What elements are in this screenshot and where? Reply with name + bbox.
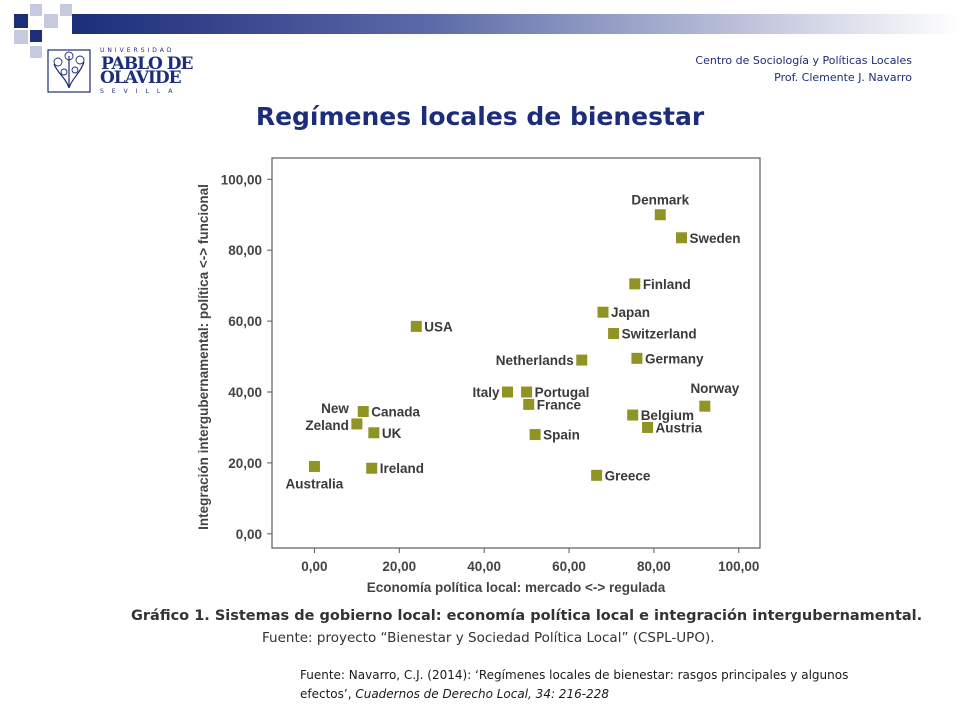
data-point-marker bbox=[608, 328, 620, 339]
figure-caption-source: Fuente: proyecto “Bienestar y Sociedad P… bbox=[262, 630, 715, 646]
data-point-label: Greece bbox=[605, 468, 651, 483]
data-point-label: Japan bbox=[611, 305, 650, 320]
x-axis-label: Economía política local: mercado <-> reg… bbox=[367, 580, 666, 595]
data-point-label: Spain bbox=[543, 428, 580, 443]
source-note-journal: Cuadernos de Derecho Local, 34: 216-228 bbox=[355, 687, 609, 701]
data-point-label: Sweden bbox=[689, 231, 740, 246]
x-tick-label: 20,00 bbox=[382, 559, 416, 574]
data-point-marker bbox=[351, 418, 363, 430]
data-point-marker bbox=[368, 427, 380, 439]
data-point-marker bbox=[627, 409, 639, 421]
logo-name-line2: OLAVIDE bbox=[100, 68, 182, 88]
data-point-marker bbox=[631, 352, 643, 364]
data-point-label: Canada bbox=[371, 405, 420, 420]
data-point-label: Switzerland bbox=[622, 327, 697, 342]
data-point-label: Belgium bbox=[641, 408, 694, 423]
data-point-marker bbox=[642, 421, 654, 433]
data-point-marker bbox=[675, 232, 687, 244]
data-point-marker bbox=[597, 306, 609, 318]
data-point-marker bbox=[576, 354, 588, 366]
data-point-marker bbox=[629, 278, 641, 290]
data-point-label: Netherlands bbox=[496, 353, 574, 368]
logo-bottom-text: SEVILLA bbox=[100, 88, 181, 95]
data-point-marker bbox=[523, 398, 535, 410]
source-note: Fuente: Navarro, C.J. (2014): ‘Regímenes… bbox=[300, 666, 900, 704]
figure-caption-title: Gráfico 1. Sistemas de gobierno local: e… bbox=[131, 608, 923, 624]
x-tick-label: 60,00 bbox=[552, 559, 586, 574]
logo-name-line1: PABLO DE bbox=[101, 54, 193, 74]
data-point-marker bbox=[366, 462, 378, 474]
data-point-marker bbox=[521, 386, 533, 398]
y-tick-label: 40,00 bbox=[228, 385, 262, 400]
data-point-marker bbox=[410, 320, 422, 332]
data-point-marker bbox=[591, 469, 603, 481]
data-point-marker bbox=[529, 429, 541, 441]
y-tick-label: 80,00 bbox=[228, 243, 262, 258]
data-points: Denmark Sweden Finland USA Japan Switzerland N… bbox=[286, 193, 741, 492]
data-point-marker bbox=[308, 460, 320, 472]
data-point-label: New Zeland bbox=[305, 401, 349, 433]
org-name: Centro de Sociología y Políticas Locales bbox=[695, 54, 912, 67]
header-gradient-bar bbox=[72, 14, 960, 34]
data-point-label: Denmark bbox=[631, 193, 689, 208]
data-point-marker bbox=[654, 209, 666, 221]
data-point-marker bbox=[357, 406, 369, 417]
y-tick-label: 60,00 bbox=[228, 314, 262, 329]
data-point-label: USA bbox=[424, 319, 453, 334]
org-professor: Prof. Clemente J. Navarro bbox=[774, 71, 912, 84]
slide-title: Regímenes locales de bienestar bbox=[255, 102, 705, 131]
data-point-label: Ireland bbox=[380, 461, 424, 476]
data-point-label: UK bbox=[382, 426, 402, 441]
x-tick-label: 40,00 bbox=[467, 559, 501, 574]
source-note-text: Fuente: Navarro, C.J. (2014): ‘Regímenes… bbox=[300, 668, 849, 701]
data-point-label: Austria bbox=[656, 420, 703, 435]
x-tick-label: 100,00 bbox=[718, 559, 759, 574]
data-point-marker bbox=[699, 400, 711, 412]
x-tick-label: 0,00 bbox=[301, 559, 327, 574]
data-point-label: Norway bbox=[690, 381, 739, 396]
y-tick-label: 100,00 bbox=[221, 172, 262, 187]
data-point-label: Portugal bbox=[535, 385, 590, 400]
data-point-marker bbox=[502, 386, 514, 398]
data-point-label: Italy bbox=[472, 385, 500, 400]
data-point-label: Finland bbox=[643, 277, 691, 292]
x-tick-label: 80,00 bbox=[637, 559, 671, 574]
y-tick-label: 20,00 bbox=[228, 456, 262, 471]
data-point-label: France bbox=[537, 397, 582, 412]
logo-top-text: UNIVERSIDAD bbox=[100, 47, 175, 54]
y-tick-label: 0,00 bbox=[236, 527, 262, 542]
org-info: Centro de Sociología y Políticas Locales… bbox=[695, 52, 912, 86]
plot-frame bbox=[271, 157, 761, 549]
y-axis-label: Integración intergubernamental: política… bbox=[196, 184, 211, 530]
axis-ticks: 0,00 20,00 40,00 60,00 80,00 100,00 0,00 20,00 4… bbox=[221, 172, 760, 574]
olive-tree-emblem bbox=[47, 49, 91, 93]
data-point-label: Australia bbox=[286, 476, 344, 491]
data-point-label: Germany bbox=[645, 351, 704, 366]
